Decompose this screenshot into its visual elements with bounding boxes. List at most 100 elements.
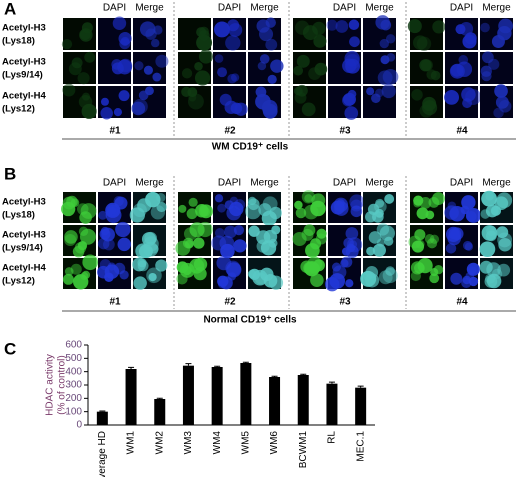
- error-bar: [128, 366, 135, 369]
- cell-nucleus: [188, 197, 198, 207]
- column-header: DAPI: [218, 3, 241, 14]
- cell-nucleus: [145, 191, 161, 208]
- cell-nucleus: [411, 89, 423, 101]
- cell-nucleus: [186, 208, 198, 220]
- cell-nucleus: [73, 274, 89, 290]
- cell-nucleus: [459, 22, 474, 36]
- cell-nucleus: [265, 17, 276, 28]
- cell-nucleus: [198, 30, 210, 41]
- row-label: Acetyl-H4: [2, 91, 47, 102]
- cell-nucleus: [194, 70, 211, 86]
- cell-nucleus: [366, 87, 375, 96]
- cell-nucleus: [267, 74, 277, 84]
- cell-nucleus: [255, 86, 267, 98]
- bar: [125, 369, 137, 425]
- cell-nucleus: [265, 38, 278, 51]
- cell-nucleus: [262, 196, 278, 212]
- group-label: #3: [339, 126, 351, 137]
- y-tick-label: 400: [65, 366, 82, 377]
- cell-nucleus: [111, 59, 122, 70]
- bar: [96, 411, 108, 425]
- cell-nucleus: [310, 238, 322, 250]
- x-tick-label: WM3: [183, 431, 194, 455]
- cell-nucleus: [385, 266, 395, 276]
- error-bar: [214, 365, 221, 367]
- cell-nucleus: [466, 207, 481, 223]
- y-tick-label: 200: [65, 393, 82, 404]
- cell-nucleus: [234, 102, 248, 116]
- cell-nucleus: [494, 84, 508, 98]
- cell-nucleus: [496, 226, 509, 239]
- cell-nucleus: [449, 63, 465, 79]
- cell-nucleus: [333, 197, 349, 213]
- panel-label: B: [4, 164, 16, 183]
- cell-nucleus: [498, 100, 512, 113]
- cell-nucleus: [479, 241, 496, 258]
- column-header: DAPI: [450, 3, 473, 14]
- cell-nucleus: [312, 21, 326, 36]
- cell-nucleus: [481, 71, 492, 82]
- row-label: Acetyl-H4: [2, 263, 47, 274]
- cell-nucleus: [497, 263, 511, 277]
- cell-nucleus: [326, 19, 338, 31]
- cell-nucleus: [113, 262, 126, 275]
- cell-nucleus: [341, 256, 353, 268]
- cell-nucleus: [348, 19, 360, 31]
- column-header: Merge: [250, 178, 279, 189]
- cell-nucleus: [296, 54, 310, 68]
- cell-nucleus: [156, 201, 167, 213]
- y-tick-label: 100: [65, 406, 82, 417]
- cell-nucleus: [261, 99, 278, 116]
- x-tick-label: WM4: [212, 431, 223, 455]
- cell-nucleus: [107, 262, 116, 271]
- cell-nucleus: [313, 34, 327, 48]
- column-header: DAPI: [103, 3, 126, 14]
- error-bar: [185, 363, 192, 366]
- cell-nucleus: [199, 204, 213, 219]
- error-bar: [271, 375, 278, 377]
- cell-nucleus: [413, 195, 424, 206]
- cell-nucleus: [219, 276, 233, 290]
- cell-nucleus: [308, 67, 321, 80]
- cell-nucleus: [119, 38, 131, 50]
- cell-nucleus: [248, 225, 260, 237]
- cell-nucleus: [143, 65, 153, 75]
- bar: [355, 387, 367, 425]
- x-tick-label: WM6: [269, 431, 280, 455]
- cell-nucleus: [100, 97, 109, 106]
- cell-nucleus: [304, 261, 320, 277]
- x-tick-label: average HD: [97, 431, 108, 477]
- cell-nucleus: [84, 51, 96, 63]
- cell-nucleus: [155, 54, 169, 68]
- cell-nucleus: [461, 195, 476, 210]
- cell-nucleus: [248, 268, 261, 280]
- bar: [154, 399, 166, 425]
- column-header: Merge: [135, 178, 164, 189]
- y-axis-label: HDAC activity: [45, 354, 56, 416]
- cell-nucleus: [132, 98, 148, 115]
- cell-nucleus: [468, 266, 477, 275]
- cell-nucleus: [304, 194, 313, 203]
- column-header: DAPI: [450, 178, 473, 189]
- cell-nucleus: [79, 228, 96, 245]
- cell-nucleus: [248, 196, 257, 206]
- bar: [182, 365, 194, 425]
- cell-nucleus: [481, 51, 494, 64]
- cell-nucleus: [484, 275, 498, 288]
- cell-nucleus: [227, 73, 237, 84]
- cell-nucleus: [420, 59, 433, 72]
- cell-nucleus: [378, 270, 393, 285]
- cell-nucleus: [270, 59, 284, 73]
- bar: [297, 375, 309, 425]
- cell-nucleus: [447, 201, 457, 211]
- error-bar: [242, 361, 249, 363]
- error-bar: [328, 381, 335, 384]
- cell-nucleus: [294, 86, 303, 96]
- cell-nucleus: [104, 272, 114, 283]
- column-header: DAPI: [333, 3, 356, 14]
- cell-nucleus: [445, 226, 462, 242]
- cell-nucleus: [481, 225, 498, 241]
- cell-nucleus: [64, 230, 78, 244]
- cell-nucleus: [349, 36, 360, 48]
- row-label: (Lys9/14): [2, 243, 43, 254]
